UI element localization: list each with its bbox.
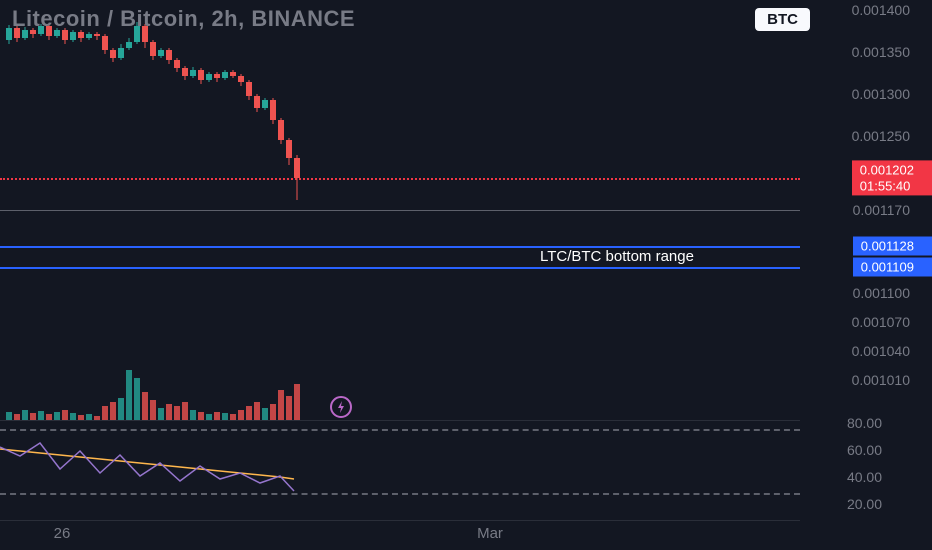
volume-bar [142, 392, 148, 420]
time-tick: Mar [477, 525, 503, 542]
volume-bar [270, 404, 276, 420]
rsi-tick: 60.00 [847, 442, 882, 458]
rsi-main-line [0, 443, 294, 491]
volume-bar [126, 370, 132, 420]
price-tick: 0.001350 [852, 44, 910, 60]
volume-bar [110, 402, 116, 420]
price-tick: 0.001010 [852, 372, 910, 388]
price-tick: 0.001300 [852, 86, 910, 102]
price-axis: 0.001202 01:55:40 0.001128 0.001109 0.00… [802, 0, 932, 420]
countdown-value: 01:55:40 [860, 178, 914, 194]
price-tick: 0.001100 [853, 285, 910, 301]
volume-bar [182, 402, 188, 420]
rsi-tick: 40.00 [847, 469, 882, 485]
support-price-1: 0.001128 [853, 237, 932, 256]
price-tick: 0.001070 [852, 314, 910, 330]
rsi-tick: 20.00 [847, 496, 882, 512]
volume-bar [190, 410, 196, 420]
volume-bar [150, 400, 156, 420]
volume-bar [102, 406, 108, 420]
rsi-axis: 80.0060.0040.0020.00 [802, 420, 932, 510]
support-price-2: 0.001109 [853, 258, 932, 277]
volume-bar [62, 410, 68, 420]
volume-bar [118, 398, 124, 420]
quote-symbol-badge[interactable]: BTC [755, 8, 810, 31]
volume-bar [262, 408, 268, 420]
rsi-signal-line [0, 449, 294, 479]
time-axis: 26 Mar [0, 520, 800, 550]
volume-bar [294, 384, 300, 420]
volume-bar [70, 413, 76, 420]
time-tick: 26 [54, 525, 71, 542]
volume-bar [286, 396, 292, 420]
volume-area [0, 340, 800, 420]
current-price-label: 0.001202 01:55:40 [852, 160, 932, 195]
volume-bar [134, 378, 140, 420]
volume-bar [54, 412, 60, 420]
volume-bar [22, 410, 28, 420]
current-price-value: 0.001202 [860, 162, 914, 178]
chart-title: Litecoin / Bitcoin, 2h, BINANCE [12, 6, 355, 32]
volume-bar [174, 406, 180, 420]
volume-bar [246, 406, 252, 420]
range-label: LTC/BTC bottom range [540, 248, 694, 265]
volume-bar [278, 390, 284, 420]
volume-bar [214, 412, 220, 420]
horizon-line [0, 210, 800, 211]
volume-bar [238, 410, 244, 420]
rsi-tick: 80.00 [847, 415, 882, 431]
price-tick: 0.001250 [852, 128, 910, 144]
volume-bar [38, 411, 44, 420]
volume-bar [6, 412, 12, 420]
price-tick: 0.001170 [853, 202, 910, 218]
volume-bar [222, 413, 228, 420]
volume-bar [158, 408, 164, 420]
volume-bar [30, 413, 36, 420]
price-chart-area[interactable]: LTC/BTC bottom range [0, 0, 800, 420]
price-tick: 0.001040 [852, 343, 910, 359]
volume-bar [166, 404, 172, 420]
support-line-2[interactable] [0, 267, 800, 269]
volume-bar [198, 412, 204, 420]
chart-header: Litecoin / Bitcoin, 2h, BINANCE BTC [12, 6, 920, 32]
volume-bar [254, 402, 260, 420]
current-price-line [0, 178, 800, 180]
rsi-panel[interactable] [0, 420, 800, 510]
